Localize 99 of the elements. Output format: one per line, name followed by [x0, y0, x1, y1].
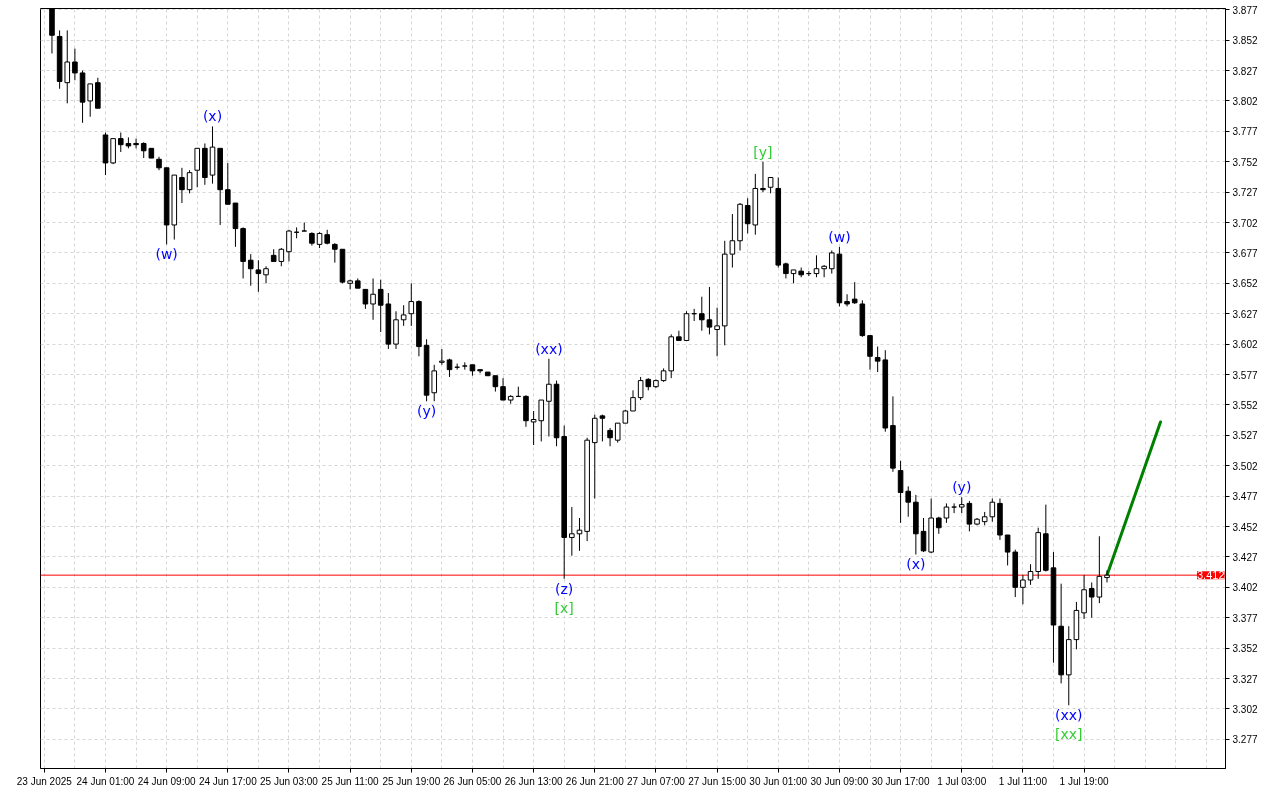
- candlestick: [133, 138, 139, 149]
- x-tick-label: 30 Jun 09:00: [810, 775, 869, 787]
- y-tick-label: 3.752: [1232, 156, 1258, 168]
- y-tick-label: 3.602: [1232, 339, 1258, 351]
- y-tick-label: 3.727: [1232, 187, 1258, 199]
- candlestick: [714, 307, 720, 357]
- x-tick-label: 25 Jun 19:00: [382, 775, 441, 787]
- x-tick-label: 30 Jun 17:00: [871, 775, 930, 787]
- y-tick-label: 3.827: [1232, 65, 1258, 77]
- y-tick-label: 3.452: [1232, 521, 1258, 533]
- candlestick: [179, 167, 185, 204]
- y-tick-label: 3.652: [1232, 278, 1258, 290]
- candlestick: [87, 83, 93, 118]
- annotation: (y): [952, 479, 972, 496]
- candlestick: [72, 48, 78, 81]
- candlestick: [286, 229, 292, 262]
- y-tick-label: 3.352: [1232, 643, 1258, 655]
- y-tick-label: 3.377: [1232, 612, 1258, 624]
- x-tick-label: 24 Jun 09:00: [137, 775, 196, 787]
- candlestick: [729, 213, 736, 269]
- candlestick: [851, 281, 858, 305]
- candlestick: [332, 242, 338, 264]
- y-tick-label: 3.877: [1232, 4, 1258, 16]
- x-tick-label: 26 Jun 21:00: [565, 775, 625, 787]
- candlestick: [439, 348, 445, 366]
- x-tick-label: 1 Jul 11:00: [998, 775, 1048, 787]
- candlestick: [569, 506, 575, 557]
- candlestick: [760, 161, 766, 193]
- candlestick: [1004, 534, 1011, 566]
- annotation: (x): [202, 108, 223, 125]
- candlestick: [813, 254, 820, 278]
- candlestick: [676, 330, 682, 341]
- candlestick: [607, 427, 613, 447]
- x-tick-label: 25 Jun 03:00: [260, 775, 319, 787]
- candlestick: [500, 377, 506, 401]
- annotation: (y): [416, 403, 437, 420]
- y-tick-label: 3.477: [1232, 491, 1258, 503]
- x-tick-label: 25 Jun 11:00: [321, 775, 380, 787]
- y-tick-label: 3.302: [1232, 703, 1258, 715]
- candlestick: [706, 286, 713, 335]
- candlestick: [821, 264, 827, 278]
- candlestick: [943, 502, 950, 524]
- candlestick: [599, 414, 606, 442]
- x-tick-label: 30 Jun 01:00: [749, 775, 808, 787]
- y-tick-label: 3.677: [1232, 247, 1258, 259]
- annotation: (x): [906, 556, 926, 573]
- candlestick: [614, 422, 621, 444]
- y-tick-label: 3.852: [1232, 35, 1258, 47]
- x-tick-label: 27 Jun 15:00: [688, 775, 747, 787]
- annotation: [x]: [554, 599, 574, 616]
- x-tick-label: 24 Jun 17:00: [198, 775, 258, 787]
- y-tick-label: 3.277: [1232, 734, 1258, 746]
- y-tick-label: 3.527: [1232, 430, 1258, 442]
- y-tick-label: 3.502: [1232, 460, 1258, 472]
- y-tick-label: 3.627: [1232, 308, 1258, 320]
- x-tick-label: 23 Jun 2025: [16, 775, 73, 787]
- y-tick-label: 3.327: [1232, 673, 1258, 685]
- y-tick-label: 3.577: [1232, 369, 1258, 381]
- y-tick-label: 3.702: [1232, 217, 1258, 229]
- x-tick-label: 26 Jun 05:00: [443, 775, 502, 787]
- annotation: (w): [155, 246, 178, 263]
- candlestick: [1104, 569, 1110, 583]
- candlestick: [844, 293, 850, 307]
- candlestick: [546, 358, 552, 438]
- x-tick-label: 24 Jun 01:00: [76, 775, 135, 787]
- y-tick-label: 3.402: [1232, 582, 1258, 594]
- candlestick: [255, 259, 262, 293]
- candlestick: [370, 277, 376, 321]
- annotation: (xx): [535, 340, 563, 357]
- annotation: (z): [555, 580, 574, 597]
- y-tick-label: 3.552: [1232, 399, 1258, 411]
- ref-line-label: 3.412: [1196, 569, 1225, 582]
- candlestick: [347, 279, 353, 290]
- annotation: [y]: [753, 143, 773, 160]
- x-tick-label: 26 Jun 13:00: [504, 775, 563, 787]
- candlestick: [225, 162, 231, 205]
- candlestick: [1020, 574, 1026, 605]
- candlestick: [263, 265, 269, 284]
- candlestick: [1027, 563, 1034, 586]
- candlestick: [247, 253, 254, 287]
- x-tick-label: 1 Jul 03:00: [937, 775, 987, 787]
- annotation: (w): [828, 228, 851, 245]
- x-tick-label: 1 Jul 19:00: [1059, 775, 1109, 787]
- candlestick: [867, 335, 873, 371]
- candlestick: [989, 498, 996, 523]
- annotation: (xx): [1055, 707, 1083, 724]
- candlestick: [1081, 574, 1087, 620]
- candlestick: [630, 389, 636, 412]
- y-tick-label: 3.427: [1232, 551, 1258, 563]
- candlestick: [400, 304, 407, 327]
- x-tick-label: 27 Jun 07:00: [627, 775, 686, 787]
- candlestick: [408, 282, 415, 327]
- candlestick: [362, 288, 369, 310]
- candlestick: [194, 147, 201, 188]
- annotation: [xx]: [1055, 726, 1083, 743]
- candlestick: [186, 169, 193, 194]
- candlestick: [699, 296, 705, 332]
- y-tick-label: 3.777: [1232, 126, 1258, 138]
- y-tick-label: 3.802: [1232, 95, 1258, 107]
